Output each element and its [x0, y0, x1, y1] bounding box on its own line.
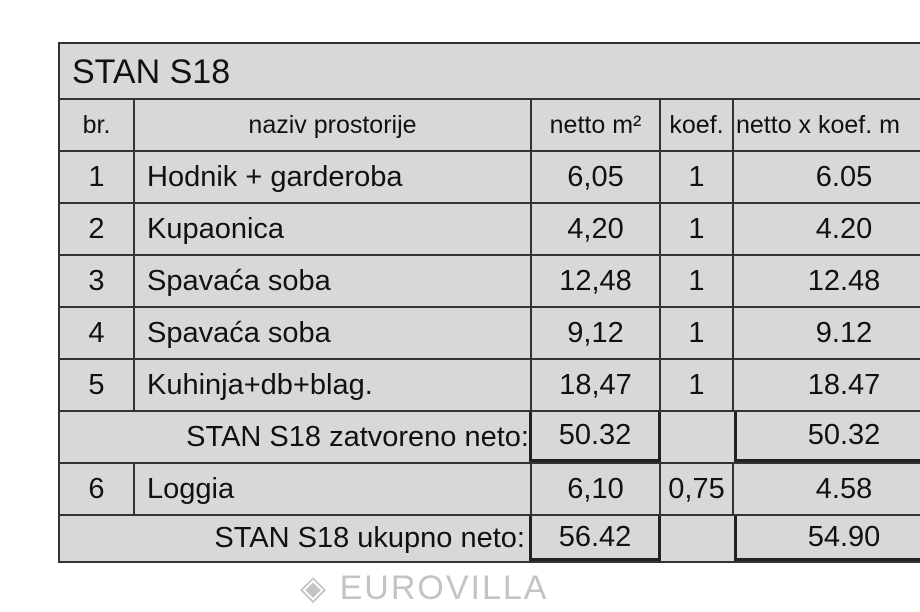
row-koef: 1 — [661, 308, 734, 358]
subtotal-netto-koef: 50.32 — [734, 412, 920, 462]
row-naziv: Kupaonica — [135, 204, 532, 254]
row-br: 4 — [60, 308, 135, 358]
row-naziv: Spavaća soba — [135, 256, 532, 306]
header-netto: netto m² — [532, 100, 661, 150]
row-netto: 12,48 — [532, 256, 661, 306]
header-br: br. — [60, 100, 135, 150]
watermark-logo-icon: ◈ — [300, 569, 340, 607]
subtotal-row: STAN S18 zatvoreno neto: 50.32 50.32 — [60, 412, 920, 464]
row-br: 5 — [60, 360, 135, 410]
row-netto: 4,20 — [532, 204, 661, 254]
total-netto-koef: 54.90 — [734, 516, 920, 561]
row-netto: 9,12 — [532, 308, 661, 358]
row-netto-koef: 4.58 — [815, 472, 873, 505]
row-naziv: Hodnik + garderoba — [135, 152, 532, 202]
row-netto: 6,10 — [532, 464, 661, 514]
table-row: 1 Hodnik + garderoba 6,05 1 6.05 — [60, 152, 920, 204]
subtotal-label: STAN S18 zatvoreno neto: — [60, 412, 532, 462]
room-area-table: STAN S18 br. naziv prostorije netto m² k… — [58, 42, 920, 563]
subtotal-koef-empty — [661, 412, 734, 462]
row-br: 1 — [60, 152, 135, 202]
watermark-logo: ◈ EUROVILLA — [300, 568, 548, 608]
row-koef: 1 — [661, 204, 734, 254]
row-koef: 1 — [661, 152, 734, 202]
row-netto-koef: 4.20 — [815, 212, 873, 245]
row-netto-koef: 6.05 — [815, 160, 873, 193]
row-koef: 0,75 — [661, 464, 734, 514]
header-koef: koef. — [661, 100, 734, 150]
total-row: STAN S18 ukupno neto: 56.42 54.90 — [60, 516, 920, 561]
row-br: 3 — [60, 256, 135, 306]
row-koef: 1 — [661, 360, 734, 410]
total-koef-empty — [661, 516, 734, 561]
table-row: 3 Spavaća soba 12,48 1 12.48 — [60, 256, 920, 308]
table-row: 6 Loggia 6,10 0,75 4.58 — [60, 464, 920, 516]
row-koef: 1 — [661, 256, 734, 306]
header-naziv: naziv prostorije — [135, 100, 532, 150]
header-netto-koef: netto x koef. m — [736, 110, 900, 139]
row-netto-koef: 18.47 — [807, 368, 881, 401]
table-title: STAN S18 — [60, 44, 920, 100]
row-naziv: Loggia — [135, 464, 532, 514]
table-row: 4 Spavaća soba 9,12 1 9.12 — [60, 308, 920, 360]
watermark-text: EUROVILLA — [339, 569, 549, 607]
total-label: STAN S18 ukupno neto: — [60, 516, 532, 561]
total-netto: 56.42 — [532, 516, 661, 561]
row-netto: 6,05 — [532, 152, 661, 202]
row-naziv: Spavaća soba — [135, 308, 532, 358]
row-br: 2 — [60, 204, 135, 254]
table-row: 5 Kuhinja+db+blag. 18,47 1 18.47 — [60, 360, 920, 412]
row-naziv: Kuhinja+db+blag. — [135, 360, 532, 410]
row-netto-koef: 12.48 — [807, 264, 881, 297]
header-row: br. naziv prostorije netto m² koef. nett… — [60, 100, 920, 152]
subtotal-netto: 50.32 — [532, 412, 661, 462]
row-br: 6 — [60, 464, 135, 514]
row-netto: 18,47 — [532, 360, 661, 410]
table-row: 2 Kupaonica 4,20 1 4.20 — [60, 204, 920, 256]
row-netto-koef: 9.12 — [815, 316, 873, 349]
